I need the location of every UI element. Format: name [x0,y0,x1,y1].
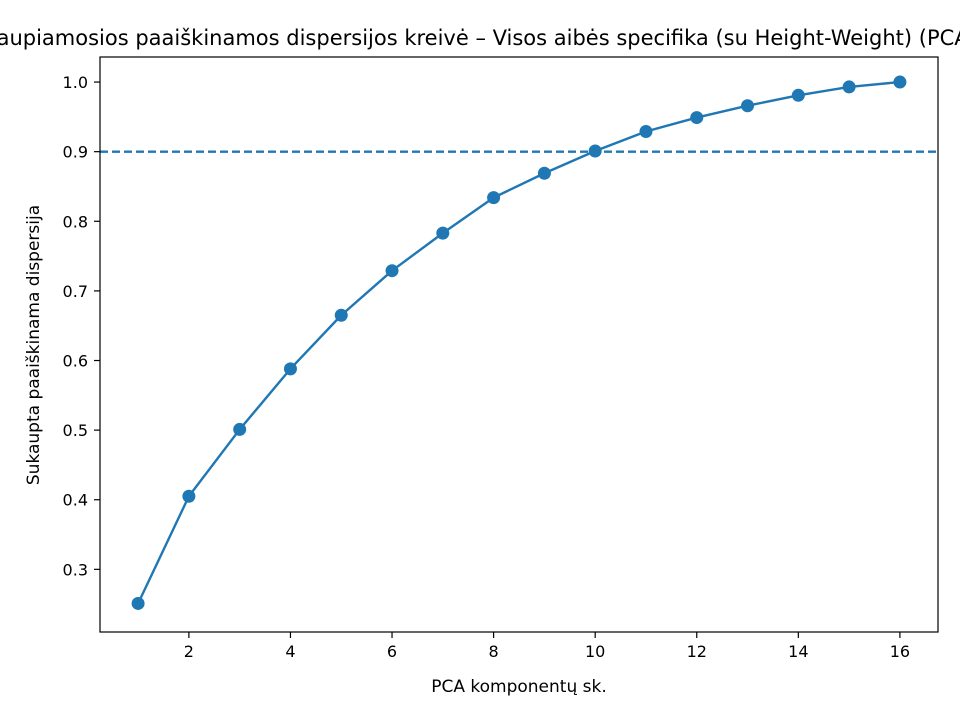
data-point [791,88,805,102]
x-tick-label: 4 [285,642,295,661]
chart-title: Kaupiamosios paaiškinamos dispersijos kr… [0,26,960,50]
data-point [436,226,450,240]
data-point [182,489,196,503]
data-point [385,264,399,278]
y-tick-label: 0.3 [63,560,88,579]
y-tick-label: 0.7 [63,282,88,301]
x-tick-label: 2 [184,642,194,661]
y-tick-label: 1.0 [63,73,88,92]
y-tick-label: 0.4 [63,491,88,510]
y-tick-label: 0.8 [63,212,88,231]
x-tick-label: 12 [687,642,707,661]
data-point [283,362,297,376]
plot-area [100,75,938,610]
data-point [487,191,501,205]
axes: 2 4 6 8 10 12 14 16 0.3 0.4 0.5 0.6 0.7 0.8 0.9 1.0 [63,56,939,661]
data-point [639,124,653,138]
data-point [233,422,247,436]
y-tick-label: 0.5 [63,421,88,440]
data-point [690,111,704,125]
x-tick-label: 6 [387,642,397,661]
x-axis-label: PCA komponentų sk. [431,677,607,697]
series-line [137,80,901,604]
x-tick-label: 8 [489,642,499,661]
y-tick-label: 0.9 [63,143,88,162]
x-tick-label: 10 [585,642,605,661]
axes-frame [99,56,939,633]
data-point [741,99,755,113]
x-tick-label: 14 [788,642,808,661]
data-point [334,308,348,322]
data-point [131,596,145,610]
data-point [588,144,602,158]
data-point [893,75,907,89]
y-axis-label: Sukaupta paaiškinama dispersija [24,205,44,485]
y-tick-label: 0.6 [63,352,88,371]
data-point [537,166,551,180]
x-tick-label: 16 [890,642,910,661]
data-point [842,80,856,94]
